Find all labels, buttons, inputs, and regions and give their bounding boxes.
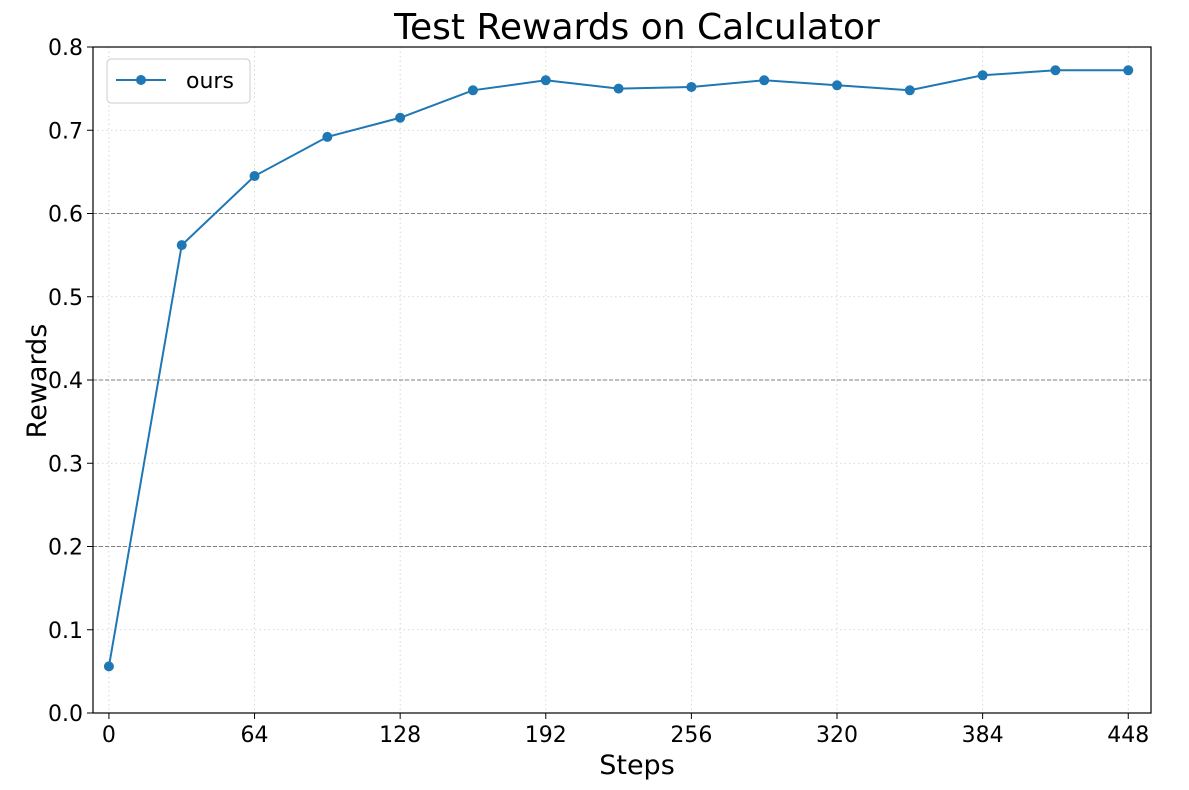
chart-title: Test Rewards on Calculator	[393, 7, 880, 48]
data-point	[1050, 65, 1061, 76]
data-point	[759, 75, 770, 86]
y-tick-label: 0.6	[48, 203, 83, 228]
data-point	[103, 661, 114, 672]
legend-series-label: ours	[186, 69, 234, 94]
x-axis-label: Steps	[599, 750, 675, 781]
data-point	[832, 80, 843, 91]
data-point	[249, 171, 260, 182]
series-line	[107, 69, 1129, 667]
y-tick-label: 0.1	[48, 619, 83, 644]
legend-box	[106, 58, 251, 104]
data-point	[686, 81, 697, 92]
data-point	[613, 83, 624, 94]
data-point	[1123, 65, 1134, 76]
data-point	[977, 70, 988, 81]
data-point	[176, 240, 187, 251]
reference-lines-layer	[93, 213, 1151, 547]
x-tick-label: 384	[962, 723, 1004, 748]
data-point	[540, 75, 551, 86]
y-tick-label: 0.7	[48, 119, 83, 144]
series-layer	[103, 65, 1134, 672]
x-tick-label: 320	[816, 723, 858, 748]
x-tick-label: 64	[241, 723, 269, 748]
data-point	[904, 85, 915, 96]
x-tick-label: 256	[670, 723, 712, 748]
y-tick-label: 0.3	[48, 452, 83, 477]
x-tick-label: 448	[1107, 723, 1149, 748]
data-point	[467, 85, 478, 96]
legend: ours	[106, 58, 251, 104]
y-tick-label: 0.5	[48, 286, 83, 311]
data-point	[395, 112, 406, 123]
data-point	[322, 131, 333, 142]
y-tick-label: 0.0	[48, 702, 83, 727]
y-tick-label: 0.8	[48, 36, 83, 61]
y-tick-label: 0.4	[48, 369, 83, 394]
legend-series-marker	[136, 75, 146, 85]
y-ticks-layer: 0.0 0.1 0.2 0.3 0.4 0.5 0.6 0.7 0.8	[48, 36, 93, 727]
y-axis-label: Rewards	[22, 324, 53, 439]
x-tick-label: 192	[525, 723, 567, 748]
y-tick-label: 0.2	[48, 536, 83, 561]
x-ticks-layer: 0 64 128 192 256 320 384 448	[102, 713, 1149, 748]
x-tick-label: 0	[102, 723, 116, 748]
x-tick-label: 128	[379, 723, 421, 748]
